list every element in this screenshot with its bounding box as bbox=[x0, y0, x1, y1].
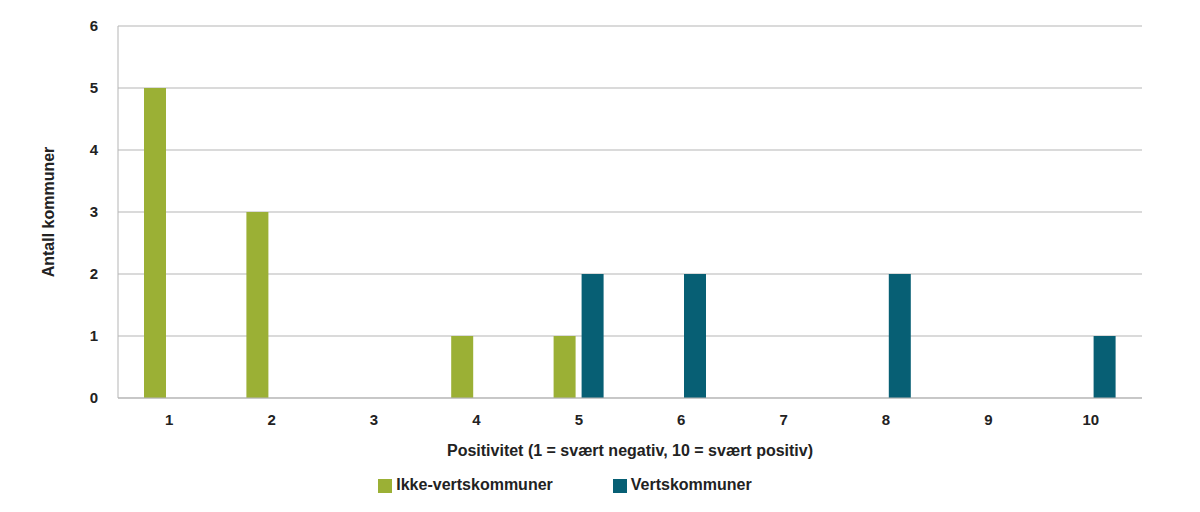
svg-text:5: 5 bbox=[90, 79, 98, 96]
svg-text:3: 3 bbox=[370, 411, 378, 428]
svg-text:5: 5 bbox=[575, 411, 583, 428]
svg-text:2: 2 bbox=[90, 265, 98, 282]
svg-text:1: 1 bbox=[90, 327, 98, 344]
svg-text:1: 1 bbox=[165, 411, 173, 428]
svg-text:7: 7 bbox=[779, 411, 787, 428]
svg-text:8: 8 bbox=[882, 411, 890, 428]
html-text:Vertskommuner: Vertskommuner bbox=[630, 476, 752, 493]
svg-text:9: 9 bbox=[984, 411, 992, 428]
svg-text:2: 2 bbox=[267, 411, 275, 428]
svg-text:Positivitet (1 = svært negativ: Positivitet (1 = svært negativ, 10 = svæ… bbox=[447, 442, 813, 459]
svg-text:Antall kommuner: Antall kommuner bbox=[40, 147, 57, 278]
svg-text:6: 6 bbox=[90, 17, 98, 34]
svg-text:3: 3 bbox=[90, 203, 98, 220]
svg-text:6: 6 bbox=[677, 411, 685, 428]
svg-text:4: 4 bbox=[90, 141, 99, 158]
svg-text:4: 4 bbox=[472, 411, 481, 428]
svg-text:0: 0 bbox=[90, 389, 98, 406]
svg-text:10: 10 bbox=[1082, 411, 1099, 428]
html-text:Ikke-vertskommuner: Ikke-vertskommuner bbox=[396, 476, 553, 493]
